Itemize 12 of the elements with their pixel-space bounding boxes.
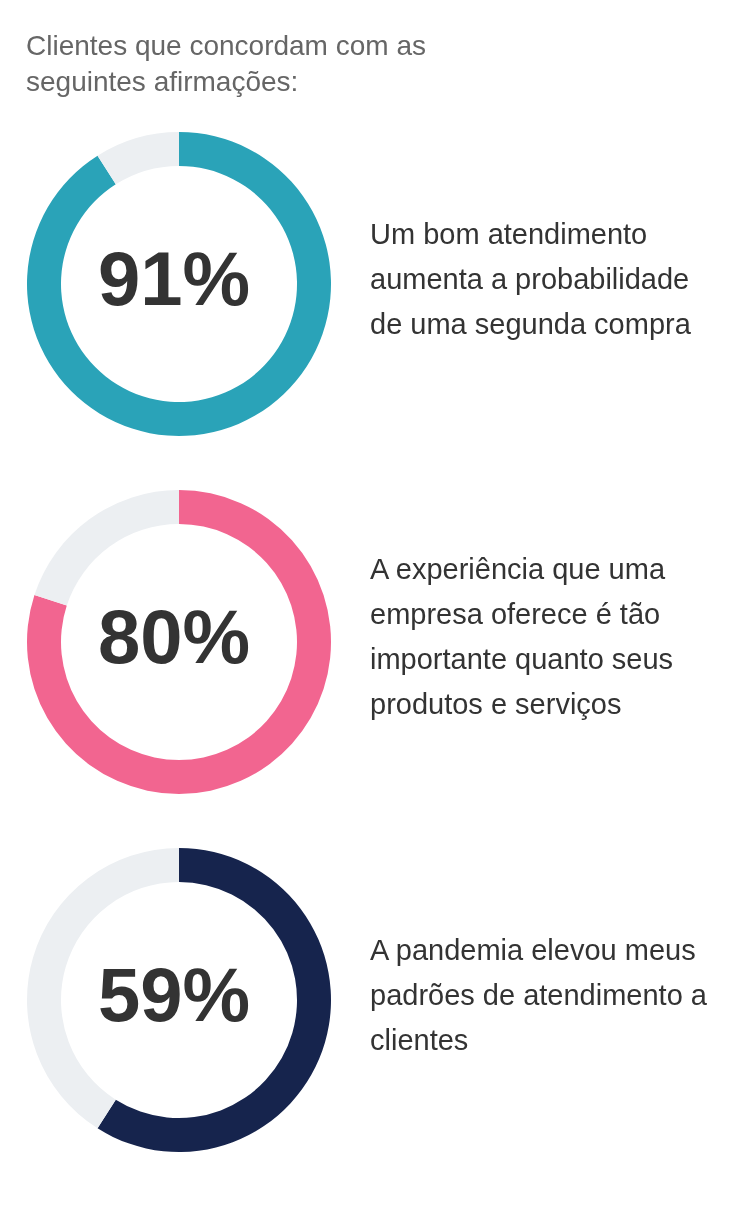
chart-title: Clientes que concordam com as seguintes afirmações: [26, 29, 426, 99]
donut-slice [34, 490, 179, 606]
text: A pandemia elevou meus padrões de atendimento a clientes [370, 932, 708, 1058]
text: A experiência que uma empresa oferece é tão importante quanto seus produtos e serviços [370, 552, 675, 722]
donut-slice [27, 132, 331, 436]
donut-slice [27, 490, 331, 794]
donut-slice [97, 132, 179, 185]
text: 80% [96, 594, 252, 679]
text: 59% [96, 952, 252, 1037]
donut-slice [97, 848, 331, 1152]
text: Um bom atendimento aumenta a probabilidade de uma segunda compra [370, 216, 692, 342]
text: 91% [96, 236, 252, 321]
